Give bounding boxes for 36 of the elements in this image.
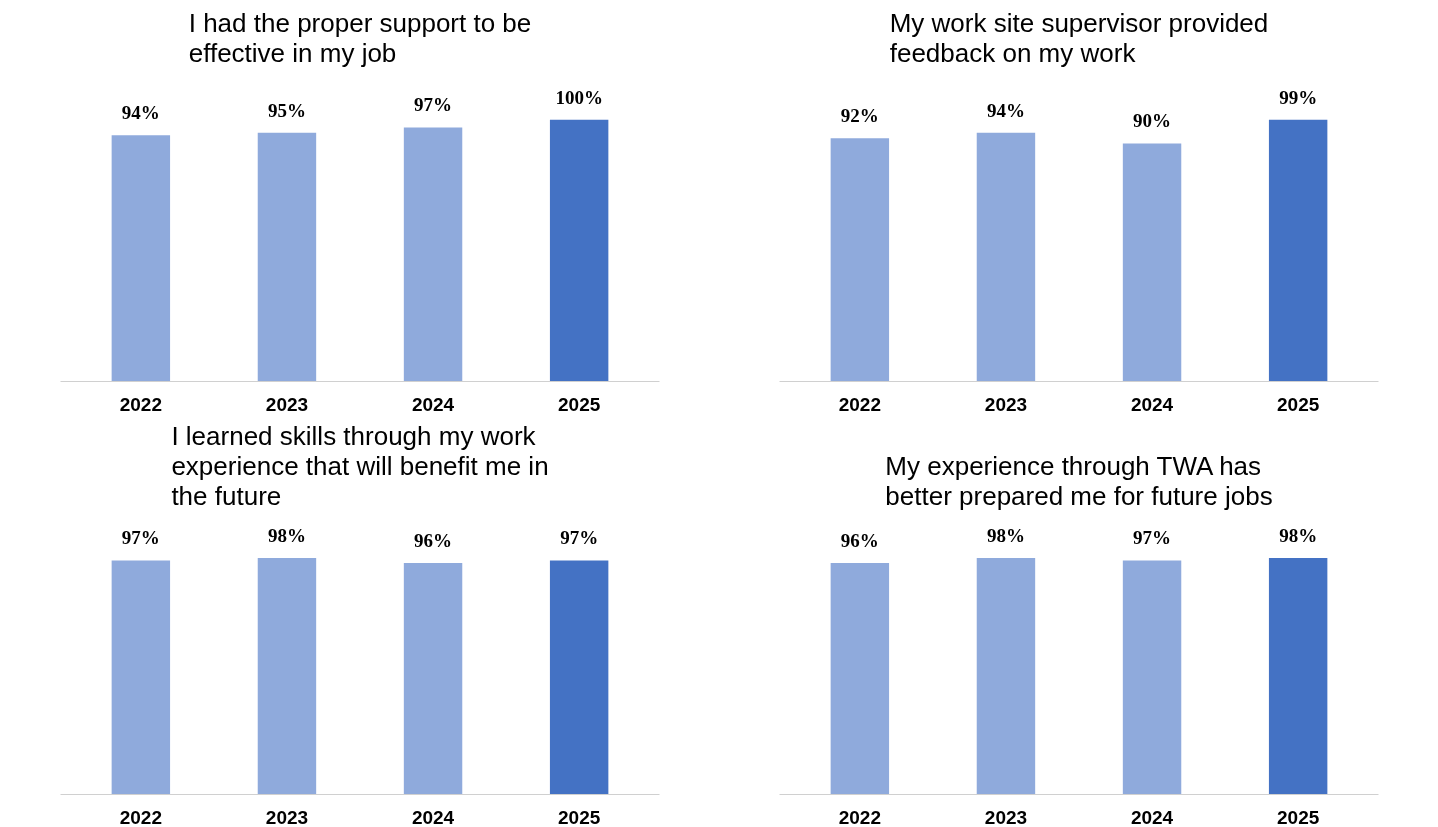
data-label: 98%	[1279, 525, 1318, 547]
x-tick-label: 2023	[984, 393, 1028, 415]
data-label: 97%	[121, 527, 160, 549]
data-label: 90%	[1133, 110, 1172, 132]
data-label: 94%	[121, 102, 160, 124]
chart-title: I learned skills through my work experience that will benefit me in the future	[171, 420, 549, 511]
data-label: 92%	[840, 105, 879, 127]
x-tick-label: 2024	[1130, 806, 1174, 827]
x-tick-label: 2024	[1130, 393, 1174, 415]
x-tick-label: 2024	[411, 393, 455, 415]
x-tick-label: 2025	[558, 393, 601, 415]
data-label: 97%	[1133, 527, 1172, 549]
data-label: 96%	[414, 529, 453, 551]
x-tick-label: 2023	[265, 806, 309, 827]
x-tick-label: 2025	[1277, 806, 1320, 827]
x-tick-label: 2023	[984, 806, 1028, 827]
x-tick-label: 2022	[119, 806, 162, 827]
data-label: 96%	[840, 529, 879, 551]
x-tick-label: 2022	[119, 393, 162, 415]
x-tick-label: 2023	[265, 393, 309, 415]
chart-title: My experience through TWA has better prepared me for future jobs	[885, 450, 1273, 511]
data-label: 97%	[414, 94, 453, 116]
data-label: 98%	[986, 525, 1025, 547]
data-label: 94%	[986, 99, 1025, 121]
data-label: 98%	[267, 525, 306, 547]
data-label: 99%	[1279, 86, 1318, 108]
data-label: 100%	[555, 86, 603, 108]
chart-title: My work site supervisor provided feedback on my work	[889, 7, 1269, 68]
chart-title: I had the proper support to be effective in my job	[188, 7, 532, 68]
x-tick-label: 2025	[1277, 393, 1320, 415]
x-tick-label: 2022	[838, 806, 881, 827]
x-tick-label: 2024	[411, 806, 455, 827]
x-tick-label: 2022	[838, 393, 881, 415]
x-tick-label: 2025	[558, 806, 601, 827]
data-label: 97%	[560, 527, 599, 549]
data-label: 95%	[267, 99, 306, 121]
